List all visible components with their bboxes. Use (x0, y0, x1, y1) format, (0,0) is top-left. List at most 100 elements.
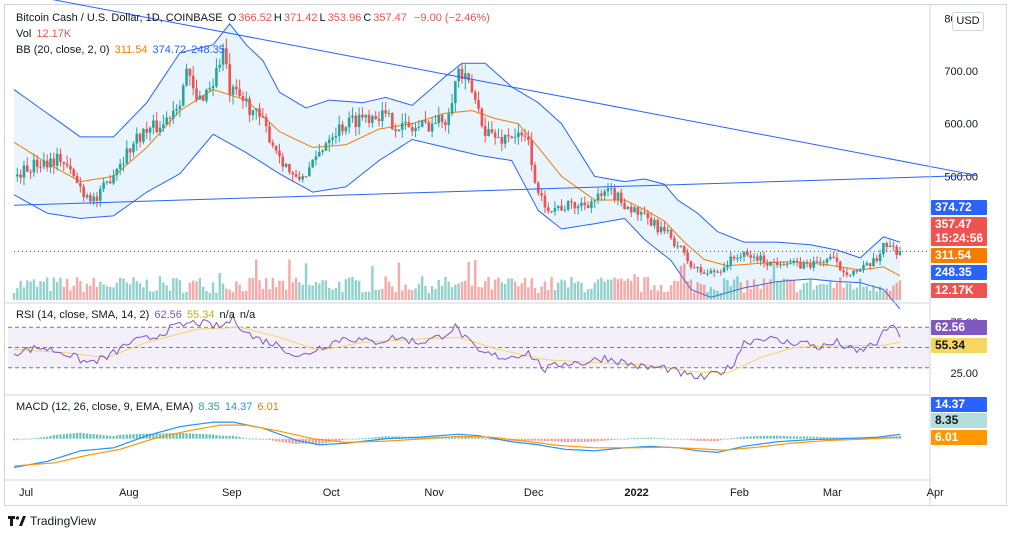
tradingview-logo[interactable]: TradingView (8, 514, 96, 528)
candle (566, 201, 570, 210)
volume-bar (776, 281, 779, 300)
macd-histogram-bar (713, 438, 716, 442)
rsi-legend[interactable]: RSI (14, close, SMA, 14, 2) 62.56 55.34 … (16, 308, 257, 322)
volume-bar (596, 279, 600, 300)
candle (600, 193, 603, 196)
volume-bar (248, 277, 251, 300)
macd-histogram-bar (739, 437, 742, 439)
candle (473, 92, 477, 100)
volume-bar (311, 285, 314, 300)
macd-histogram-bar (39, 437, 42, 439)
macd-histogram-bar (318, 438, 321, 445)
volume-bar (274, 287, 278, 300)
volume-bar (646, 276, 650, 300)
volume-bar (102, 284, 105, 300)
macd-histogram-bar (550, 438, 553, 442)
volume-legend[interactable]: Vol 12.17K (16, 27, 73, 41)
volume-bar (570, 276, 573, 300)
candle (756, 256, 759, 261)
macd-histogram-bar (676, 438, 679, 440)
volume-bar (593, 282, 596, 300)
macd-histogram-bar (205, 434, 208, 439)
volume-bar (387, 281, 391, 300)
macd-histogram-bar (553, 438, 556, 442)
volume-bar (852, 289, 855, 300)
candle (527, 136, 530, 141)
volume-bar (231, 292, 235, 300)
candle (553, 208, 557, 212)
candle (155, 120, 158, 133)
candle (556, 205, 560, 209)
candle (434, 123, 437, 125)
volume-bar (165, 285, 168, 300)
volume-bar (805, 282, 809, 300)
volume-bar (693, 291, 696, 300)
candle (225, 48, 228, 65)
macd-histogram-bar (155, 433, 158, 439)
macd-histogram-bar (749, 436, 752, 439)
volume-bar (726, 280, 729, 300)
macd-histogram-bar (271, 438, 274, 441)
volume-bar (374, 289, 377, 300)
candle (420, 120, 424, 127)
macd-histogram-bar (421, 436, 424, 439)
candle (669, 230, 673, 239)
candle (799, 262, 802, 269)
macd-histogram-bar (679, 438, 683, 440)
volume-bar (417, 283, 421, 300)
time-tick-label: 2022 (624, 487, 648, 499)
macd-histogram-bar (377, 436, 381, 439)
candle (835, 257, 839, 262)
volume-bar (839, 277, 842, 300)
candle (145, 128, 149, 133)
macd-histogram-bar (537, 438, 540, 441)
volume-bar (560, 279, 563, 300)
macd-histogram-bar (829, 437, 832, 439)
volume-bar (613, 277, 616, 300)
candle (616, 192, 620, 200)
bb-legend[interactable]: BB (20, close, 2, 0) 311.54 374.72 248.3… (16, 43, 227, 57)
volume-bar (155, 290, 158, 300)
currency-button[interactable]: USD (952, 12, 984, 31)
macd-histogram-bar (188, 433, 191, 439)
macd-legend[interactable]: MACD (12, 26, close, 9, EMA, EMA) 8.35 1… (16, 400, 281, 414)
candle (25, 165, 29, 172)
macd-histogram-bar (268, 438, 271, 440)
volume-bar (543, 281, 547, 300)
candle (308, 167, 311, 177)
volume-bar (92, 277, 95, 300)
candle (686, 252, 689, 262)
volume-bar (457, 283, 460, 300)
volume-bar (709, 287, 713, 300)
macd-histogram-bar (251, 438, 255, 440)
volume-bar (298, 282, 301, 300)
macd-histogram-bar (752, 436, 756, 439)
symbol-legend[interactable]: Bitcoin Cash / U.S. Dollar, 1D, COINBASE… (16, 11, 492, 25)
candle (72, 169, 76, 176)
macd-histogram-bar (92, 434, 95, 439)
volume-bar (742, 292, 746, 300)
volume-bar (99, 281, 102, 300)
volume-bar (477, 286, 480, 300)
candle (138, 133, 142, 142)
candle (895, 246, 898, 255)
macd-histogram-bar (56, 434, 59, 439)
candle (115, 168, 119, 176)
candle (520, 132, 524, 136)
macd-histogram-bar (119, 434, 122, 439)
candle (444, 122, 447, 126)
macd-histogram-bar (772, 435, 776, 439)
volume-bar (175, 278, 178, 300)
candle (606, 188, 610, 192)
macd-histogram-bar (766, 435, 769, 439)
volume-bar (802, 283, 805, 300)
macd-histogram-bar (610, 438, 613, 441)
candle (261, 116, 265, 118)
candle (762, 255, 766, 264)
candle (493, 132, 497, 138)
volume-bar (258, 280, 261, 300)
candle (228, 64, 231, 95)
volume-bar (22, 287, 26, 300)
